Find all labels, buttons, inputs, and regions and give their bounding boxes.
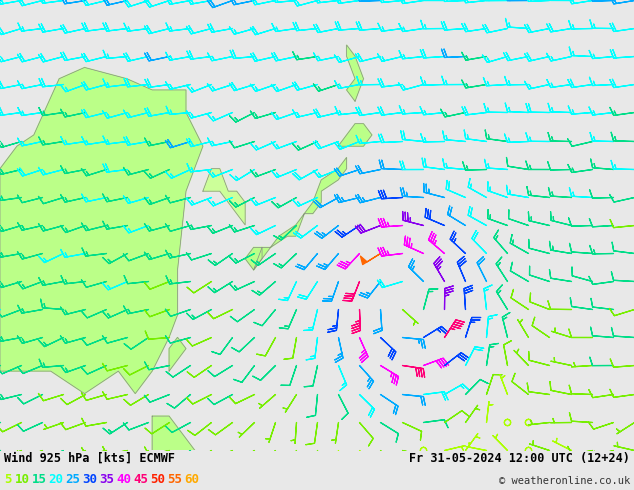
Polygon shape: [152, 416, 220, 490]
Text: 50: 50: [150, 473, 165, 486]
Text: Fr 31-05-2024 12:00 UTC (12+24): Fr 31-05-2024 12:00 UTC (12+24): [409, 452, 630, 465]
Text: 15: 15: [32, 473, 46, 486]
Text: 35: 35: [100, 473, 115, 486]
Text: 55: 55: [167, 473, 183, 486]
Polygon shape: [338, 123, 372, 146]
Text: Wind 925 hPa [kts] ECMWF: Wind 925 hPa [kts] ECMWF: [4, 452, 175, 465]
Text: © weatheronline.co.uk: © weatheronline.co.uk: [499, 476, 630, 486]
Text: 10: 10: [15, 473, 30, 486]
Polygon shape: [203, 169, 245, 225]
Polygon shape: [347, 45, 363, 101]
Text: 20: 20: [48, 473, 63, 486]
Text: 60: 60: [184, 473, 200, 486]
Polygon shape: [0, 68, 203, 393]
Polygon shape: [169, 337, 186, 371]
Polygon shape: [254, 157, 347, 270]
Text: 30: 30: [82, 473, 98, 486]
Text: 5: 5: [4, 473, 11, 486]
Polygon shape: [245, 247, 262, 270]
Text: 25: 25: [65, 473, 81, 486]
Text: 45: 45: [134, 473, 148, 486]
Text: 40: 40: [117, 473, 131, 486]
